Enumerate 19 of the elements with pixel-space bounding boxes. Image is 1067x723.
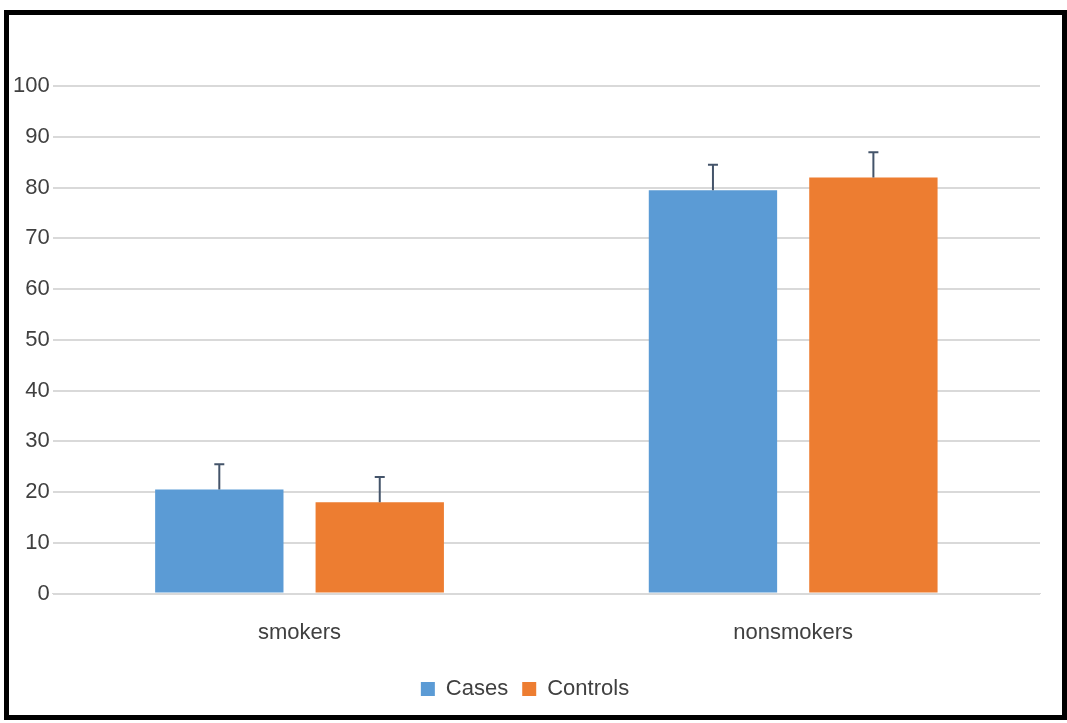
bar xyxy=(648,190,778,593)
y-tick-label: 100 xyxy=(12,72,50,98)
x-tick-label: smokers xyxy=(257,618,342,644)
y-tick-label: 30 xyxy=(25,427,50,453)
bar xyxy=(315,502,444,593)
y-tick-label: 40 xyxy=(25,376,50,402)
y-tick-label: 20 xyxy=(25,478,50,504)
y-tick-label: 0 xyxy=(37,579,50,605)
y-tick-label: 50 xyxy=(25,325,50,351)
y-tick-label: 80 xyxy=(25,173,50,199)
legend-label: Cases xyxy=(445,675,509,701)
bar xyxy=(809,177,938,593)
y-tick-label: 90 xyxy=(25,123,50,148)
bar xyxy=(155,489,284,593)
legend-label: Controls xyxy=(547,675,630,701)
y-tick-label: 60 xyxy=(25,275,50,301)
y-tick-label: 10 xyxy=(25,528,50,554)
y-tick-label: 70 xyxy=(25,224,50,250)
x-tick-label: nonsmokers xyxy=(733,618,854,644)
